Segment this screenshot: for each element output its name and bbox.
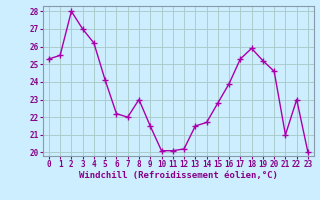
X-axis label: Windchill (Refroidissement éolien,°C): Windchill (Refroidissement éolien,°C) [79,171,278,180]
